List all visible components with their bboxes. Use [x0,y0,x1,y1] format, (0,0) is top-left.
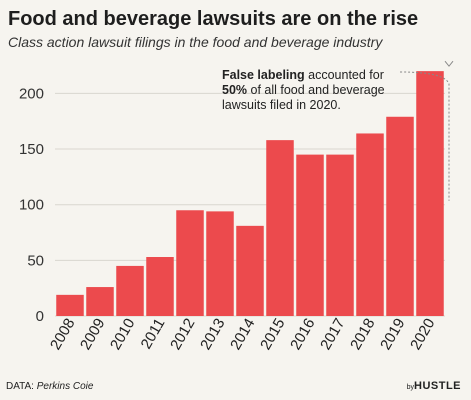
bar [86,287,114,316]
source-name: Perkins Coie [36,381,94,392]
chart-title: Food and beverage lawsuits are on the ri… [8,8,419,30]
bar [296,154,324,316]
annotation-leader [399,60,454,201]
bar [176,210,204,316]
x-tick-label: 2015 [257,316,288,353]
y-tick-label: 200 [19,85,44,102]
bar [326,154,354,316]
annotation-line-2: 50% of all food and beverage [222,83,385,98]
bar [56,294,84,316]
bars [56,71,444,316]
y-tick-label: 150 [19,141,44,158]
bar [146,257,174,316]
hustle-logo: byHUSTLE [407,380,461,392]
annotation-leader-line [399,71,450,201]
bar [116,265,144,316]
data-source: DATA: Perkins Coie [6,381,93,392]
annotation-arrow [444,60,454,67]
x-tick-label: 2017 [317,316,348,353]
bar [206,211,234,316]
x-tick-label: 2016 [287,316,318,353]
y-tick-label: 0 [36,308,44,325]
annotation-line-1: False labeling accounted for [222,68,385,83]
x-tick-label: 2010 [107,316,138,353]
annotation-highlight: False labeling [222,68,305,82]
source-prefix: DATA: [6,381,34,392]
x-tick-label: 2014 [227,316,258,353]
bar [386,116,414,316]
bar [236,225,264,316]
annotation: False labeling accounted for 50% of all … [222,68,385,113]
x-tick-label: 2012 [167,316,198,353]
bar [356,133,384,316]
chart-subtitle: Class action lawsuit filings in the food… [8,34,383,50]
annotation-line-3: lawsuits filed in 2020. [222,98,385,113]
y-axis-ticks: 0 50 100 150 200 [19,85,44,325]
x-tick-label: 2009 [77,316,108,353]
x-tick-label: 2011 [138,316,169,352]
annotation-text: of all food and beverage [247,83,385,97]
bar [416,71,444,316]
bar [266,140,294,316]
logo-prefix: by [406,384,414,391]
y-tick-label: 50 [27,252,44,269]
x-tick-label: 2018 [347,316,378,353]
annotation-text: accounted for [304,68,384,82]
y-tick-label: 100 [19,197,44,214]
annotation-text: lawsuits filed in 2020. [222,98,341,112]
x-tick-label: 2020 [407,316,438,353]
annotation-percent: 50% [222,83,248,97]
x-tick-label: 2019 [377,316,408,353]
x-tick-label: 2008 [47,316,78,353]
x-tick-label: 2013 [197,316,228,353]
logo-brand: HUSTLE [414,380,461,392]
